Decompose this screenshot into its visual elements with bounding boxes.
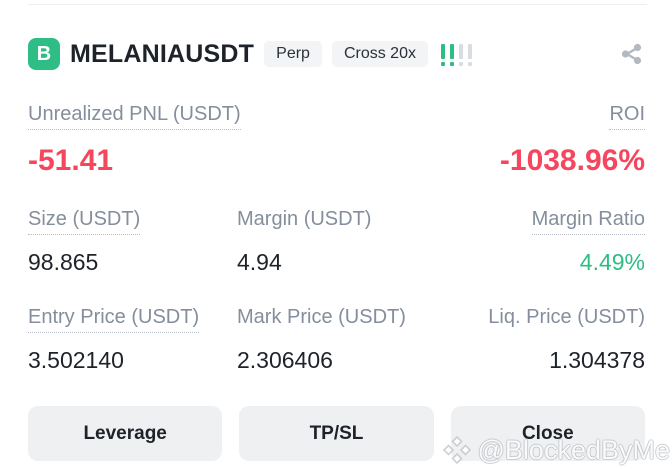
unrealized-pnl-label[interactable]: Unrealized PNL (USDT) bbox=[28, 103, 241, 130]
contract-type-badge: Perp bbox=[264, 41, 322, 67]
margin-mode-badge[interactable]: Cross 20x bbox=[331, 41, 428, 67]
unrealized-pnl-value: -51.41 bbox=[28, 144, 114, 177]
roi-value: -1038.96% bbox=[499, 144, 645, 177]
mark-price-value: 2.306406 bbox=[237, 347, 333, 373]
risk-bar bbox=[449, 44, 454, 66]
price-values-row: 3.502140 2.306406 1.304378 bbox=[0, 345, 672, 375]
binance-token-badge: B bbox=[28, 38, 60, 70]
price-labels-row: Entry Price (USDT) Mark Price (USDT) Liq… bbox=[0, 306, 672, 333]
size-value: 98.865 bbox=[28, 249, 99, 275]
position-header: B MELANIAUSDT Perp Cross 20x bbox=[0, 0, 672, 70]
margin-label: Margin (USDT) bbox=[237, 208, 372, 230]
size-labels-row: Size (USDT) Margin (USDT) Margin Ratio bbox=[0, 208, 672, 235]
share-icon[interactable] bbox=[619, 41, 645, 67]
liq-price-label: Liq. Price (USDT) bbox=[488, 306, 645, 328]
top-divider bbox=[28, 4, 647, 5]
symbol-title: MELANIAUSDT bbox=[70, 39, 255, 68]
position-risk-bars-icon[interactable] bbox=[440, 42, 472, 66]
tpsl-button[interactable]: TP/SL bbox=[239, 406, 434, 461]
entry-price-label[interactable]: Entry Price (USDT) bbox=[28, 306, 200, 333]
size-values-row: 98.865 4.94 4.49% bbox=[0, 247, 672, 277]
risk-bar bbox=[458, 44, 463, 66]
margin-ratio-value: 4.49% bbox=[579, 249, 646, 275]
risk-bar bbox=[440, 44, 445, 66]
entry-price-value: 3.502140 bbox=[28, 347, 124, 373]
pnl-values-row: -51.41 -1038.96% bbox=[0, 143, 672, 179]
liq-price-value: 1.304378 bbox=[549, 347, 645, 373]
roi-label[interactable]: ROI bbox=[609, 103, 645, 130]
mark-price-label: Mark Price (USDT) bbox=[237, 306, 406, 328]
margin-value: 4.94 bbox=[237, 249, 282, 275]
margin-ratio-label[interactable]: Margin Ratio bbox=[531, 208, 645, 235]
size-label[interactable]: Size (USDT) bbox=[28, 208, 141, 235]
risk-bar bbox=[467, 44, 472, 66]
close-position-button[interactable]: Close bbox=[450, 406, 645, 461]
action-buttons-row: Leverage TP/SL Close bbox=[0, 406, 672, 461]
pnl-labels-row: Unrealized PNL (USDT) ROI bbox=[0, 103, 672, 130]
leverage-button[interactable]: Leverage bbox=[28, 406, 223, 461]
